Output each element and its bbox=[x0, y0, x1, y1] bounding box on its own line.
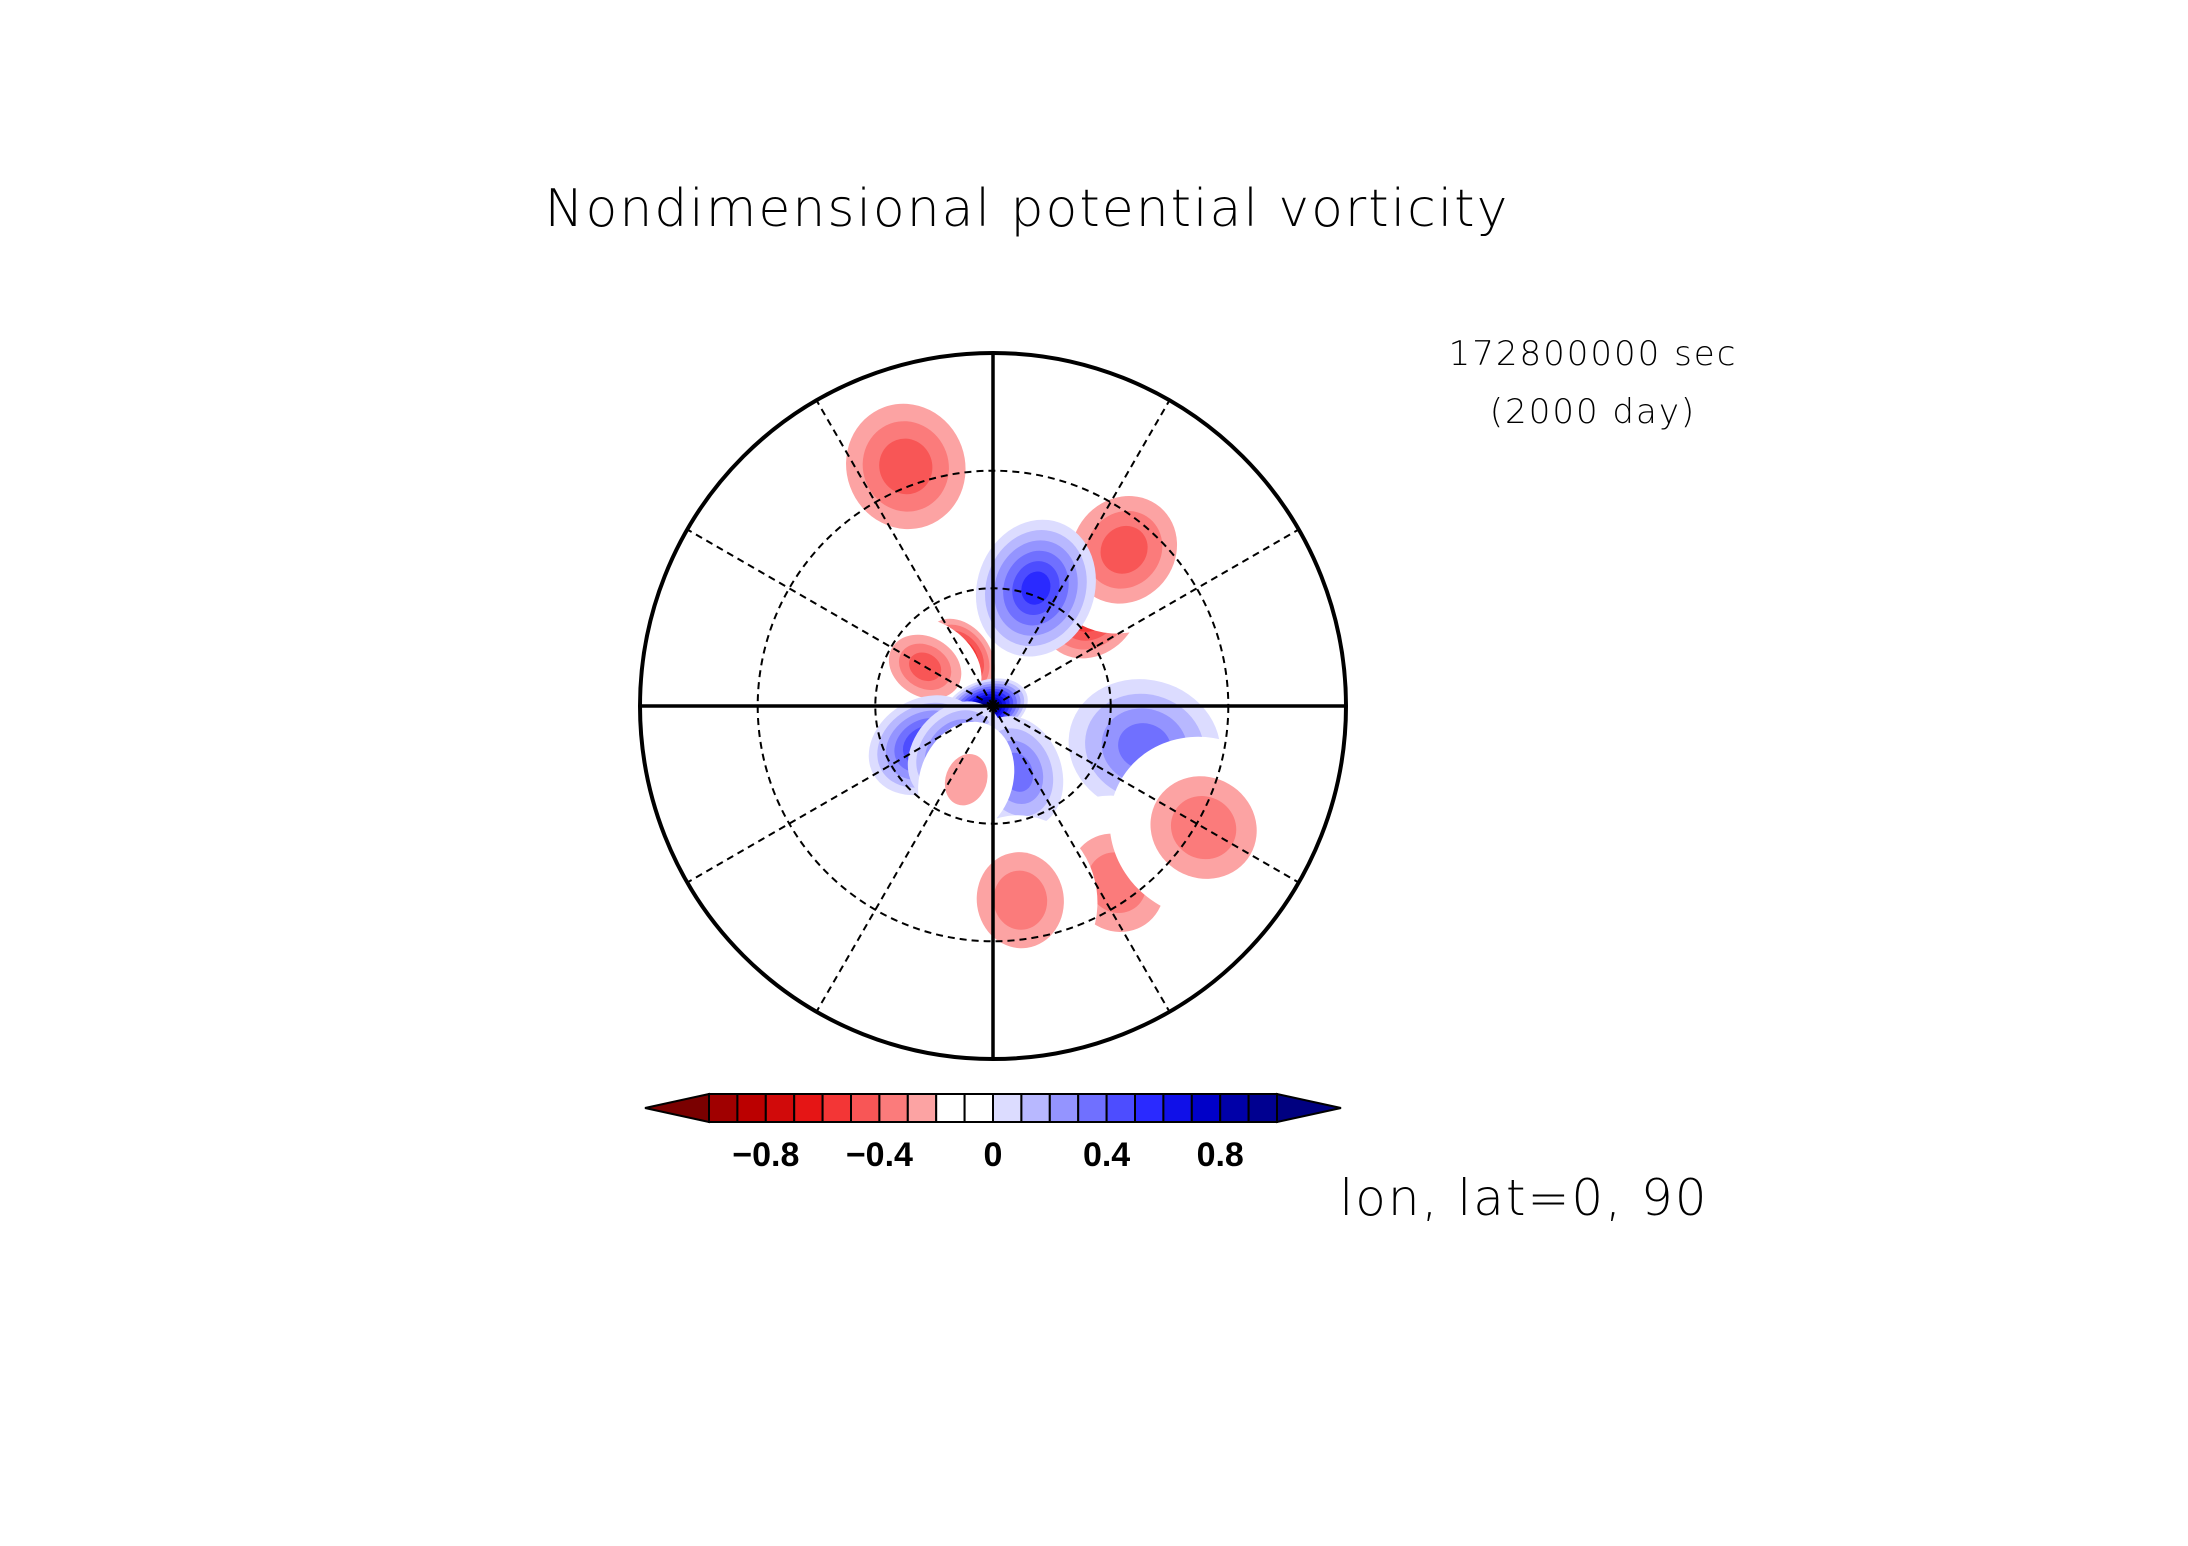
time-label: 172800000 sec bbox=[1449, 334, 1738, 374]
field-contour bbox=[1100, 525, 1148, 574]
meridian-line bbox=[815, 399, 994, 707]
meridian-line bbox=[992, 705, 1300, 884]
time-label-days: (2000 day) bbox=[1490, 392, 1696, 432]
colorbar-swatch bbox=[935, 1093, 966, 1123]
map-boundary bbox=[638, 351, 1348, 1061]
colorbar-swatch bbox=[708, 1093, 739, 1123]
colorbar-swatch bbox=[878, 1093, 909, 1123]
colorbar-swatch bbox=[736, 1093, 767, 1123]
colorbar-swatch bbox=[1020, 1093, 1051, 1123]
colorbar-tick-label: −0.4 bbox=[846, 1136, 913, 1174]
colorbar-swatch bbox=[1105, 1093, 1136, 1123]
colorbar-swatch bbox=[764, 1093, 796, 1123]
field-feature-5 bbox=[812, 368, 999, 564]
colorbar-tick-label: 0 bbox=[984, 1136, 1003, 1174]
colorbar-swatch bbox=[1162, 1093, 1193, 1123]
colorbar-swatch bbox=[1219, 1093, 1250, 1123]
colorbar-swatch bbox=[1134, 1093, 1165, 1123]
colorbar-swatch bbox=[906, 1093, 938, 1123]
colorbar-swatch bbox=[821, 1093, 852, 1123]
field-contour bbox=[993, 870, 1048, 930]
colorbar-swatch bbox=[963, 1093, 994, 1123]
colorbar-swatch bbox=[1048, 1093, 1080, 1123]
meridian-line bbox=[992, 399, 1171, 707]
colorbar-tick-label: 0.8 bbox=[1197, 1136, 1244, 1174]
axes-label: lon, lat=0, 90 bbox=[1339, 1169, 1708, 1227]
vorticity-field bbox=[812, 368, 1298, 986]
meridian-line bbox=[992, 705, 1171, 1013]
colorbar-swatch bbox=[1077, 1093, 1108, 1123]
field-contour bbox=[1021, 571, 1051, 605]
meridian-line bbox=[686, 528, 994, 707]
meridian-line bbox=[992, 528, 1300, 707]
field-contour bbox=[944, 754, 988, 806]
field-contour bbox=[879, 438, 933, 495]
field-feature-9 bbox=[975, 519, 1096, 657]
meridian-line bbox=[815, 705, 994, 1013]
colorbar-swatch bbox=[793, 1093, 824, 1123]
field-feature-14 bbox=[943, 815, 1098, 986]
colorbar-tick-label: 0.4 bbox=[1083, 1136, 1130, 1174]
graticule bbox=[640, 353, 1346, 1059]
colorbar-swatch bbox=[850, 1093, 881, 1123]
colorbar-under-triangle bbox=[644, 1092, 710, 1124]
colorbar-swatch bbox=[1190, 1093, 1222, 1123]
colorbar-swatch bbox=[992, 1093, 1023, 1123]
colorbar-tick-label: −0.8 bbox=[732, 1136, 799, 1174]
colorbar-swatch bbox=[1247, 1093, 1278, 1123]
field-feature-12 bbox=[918, 721, 1015, 838]
colorbar: −0.8 −0.4 0 0.4 0.8 bbox=[644, 1092, 1342, 1174]
colorbar-over-triangle bbox=[1276, 1092, 1342, 1124]
meridian-line bbox=[686, 705, 994, 884]
chart-title: Nondimensional potential vorticity bbox=[545, 179, 1510, 239]
